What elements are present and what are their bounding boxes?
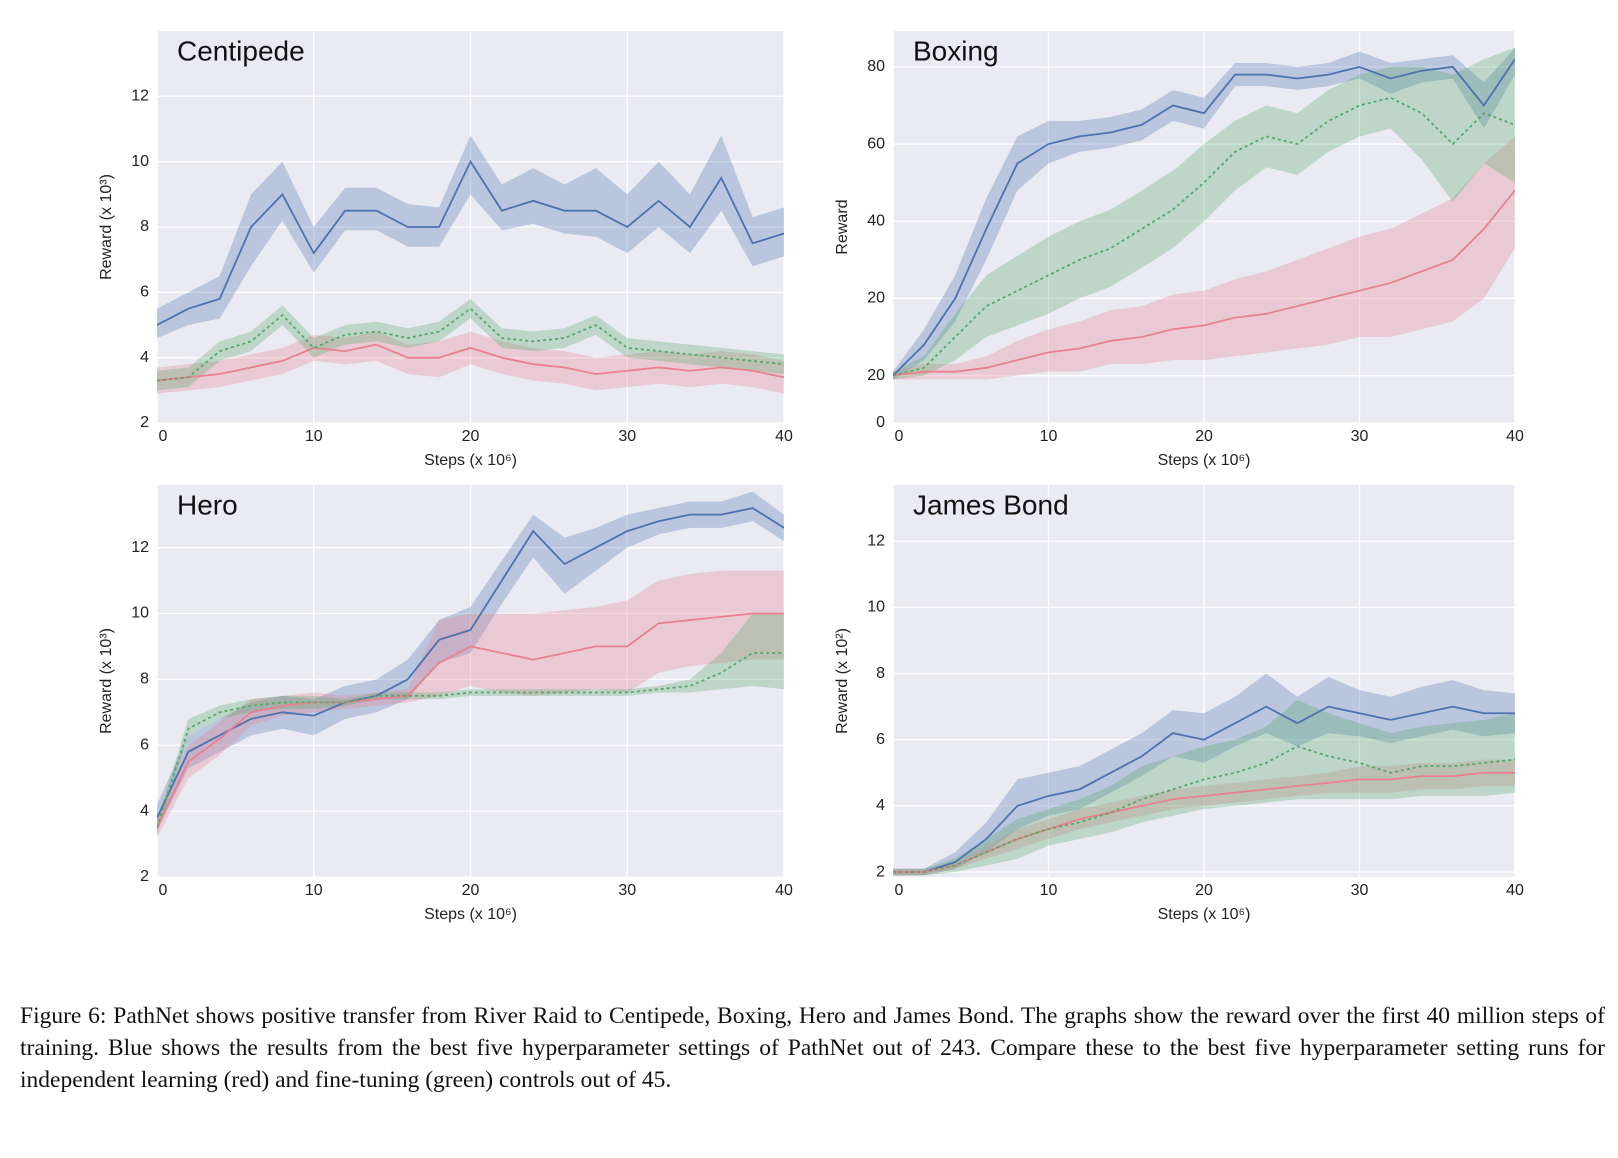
y-tick-label: 12	[867, 532, 885, 549]
y-axis-label: Reward (x 10²)	[834, 628, 851, 734]
y-tick-label: 6	[876, 731, 885, 748]
x-axis-label: Steps (x 10⁶)	[1158, 452, 1251, 469]
y-tick-label: 4	[876, 797, 885, 814]
x-tick-label: 40	[1506, 882, 1524, 899]
error-band	[893, 700, 1515, 876]
series-line	[157, 343, 784, 382]
x-tick-label: 20	[462, 882, 480, 899]
plot-group	[893, 673, 1515, 876]
plot-group	[157, 135, 784, 394]
series-line	[893, 745, 1515, 873]
x-axis-label: Steps (x 10⁶)	[424, 452, 517, 469]
x-tick-label: 40	[1506, 428, 1524, 445]
x-tick-label: 10	[1040, 882, 1058, 899]
series-line	[157, 159, 784, 326]
plot-group	[157, 491, 784, 838]
x-axis-label: Steps (x 10⁶)	[424, 906, 517, 923]
caption: Figure 6: PathNet shows positive transfe…	[20, 1003, 1605, 1093]
y-tick-label: 20	[867, 290, 885, 307]
y-tick-label: 8	[140, 671, 149, 688]
x-tick-label: 20	[462, 428, 480, 445]
y-axis-label: Reward (x 10³)	[98, 628, 115, 734]
y-tick-label: 4	[140, 349, 149, 366]
x-tick-label: 0	[895, 428, 904, 445]
series-line	[893, 189, 1515, 377]
series-line	[893, 705, 1515, 873]
x-tick-label: 40	[775, 428, 793, 445]
error-band	[893, 47, 1515, 380]
x-tick-label: 10	[305, 882, 323, 899]
y-tick-label: 40	[867, 212, 885, 229]
error-band	[157, 298, 784, 391]
y-axis-label: Reward (x 10³)	[98, 174, 115, 280]
series-line	[893, 58, 1515, 377]
error-band	[893, 759, 1515, 876]
plot-group	[893, 47, 1515, 380]
y-tick-label: 60	[867, 135, 885, 152]
series-line	[157, 307, 784, 382]
error-band	[157, 570, 784, 838]
x-tick-label: 10	[305, 428, 323, 445]
chart-title: Centipede	[177, 35, 305, 66]
y-tick-label: 6	[140, 736, 149, 753]
error-band	[157, 491, 784, 831]
y-tick-label: 80	[867, 58, 885, 75]
y-tick-label: 6	[140, 284, 149, 301]
series-line	[893, 771, 1515, 873]
y-tick-label: 10	[131, 605, 149, 622]
error-band	[893, 673, 1515, 876]
chart-title: Boxing	[913, 35, 999, 66]
x-tick-label: 0	[159, 428, 168, 445]
series-line	[157, 612, 784, 828]
x-tick-label: 40	[775, 882, 793, 899]
series-line	[157, 507, 784, 819]
y-tick-label: 2	[876, 863, 885, 880]
chart-title: Hero	[177, 489, 238, 520]
y-tick-label: 0	[876, 414, 885, 431]
x-tick-label: 20	[1195, 882, 1213, 899]
error-band	[157, 135, 784, 339]
y-tick-label: 8	[876, 665, 885, 682]
y-tick-label: 4	[140, 802, 149, 819]
x-tick-label: 30	[1351, 882, 1369, 899]
x-tick-label: 20	[1195, 428, 1213, 445]
error-band	[893, 136, 1515, 380]
y-tick-label: 2	[140, 868, 149, 885]
series-line	[157, 652, 784, 828]
x-axis-label: Steps (x 10⁶)	[1158, 906, 1251, 923]
y-tick-label: 12	[131, 88, 149, 105]
x-tick-label: 30	[1351, 428, 1369, 445]
error-band	[893, 47, 1515, 380]
y-axis-label: Reward	[834, 199, 851, 254]
y-tick-label: 8	[140, 218, 149, 235]
y-tick-label: 20	[867, 367, 885, 384]
y-tick-label: 12	[131, 539, 149, 556]
x-tick-label: 0	[159, 882, 168, 899]
chart-title: James Bond	[913, 489, 1069, 520]
x-tick-label: 30	[618, 882, 636, 899]
y-tick-label: 2	[140, 414, 149, 431]
x-tick-label: 0	[895, 882, 904, 899]
x-tick-label: 10	[1040, 428, 1058, 445]
y-tick-label: 10	[131, 153, 149, 170]
y-tick-label: 10	[867, 599, 885, 616]
x-tick-label: 30	[618, 428, 636, 445]
